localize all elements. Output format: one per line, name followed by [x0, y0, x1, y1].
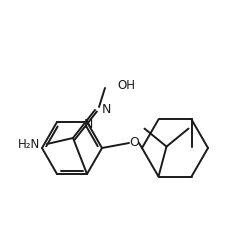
Text: H₂N: H₂N [18, 138, 40, 152]
Text: N: N [83, 118, 93, 131]
Text: OH: OH [117, 79, 135, 92]
Text: N: N [102, 103, 111, 116]
Text: O: O [129, 137, 139, 149]
